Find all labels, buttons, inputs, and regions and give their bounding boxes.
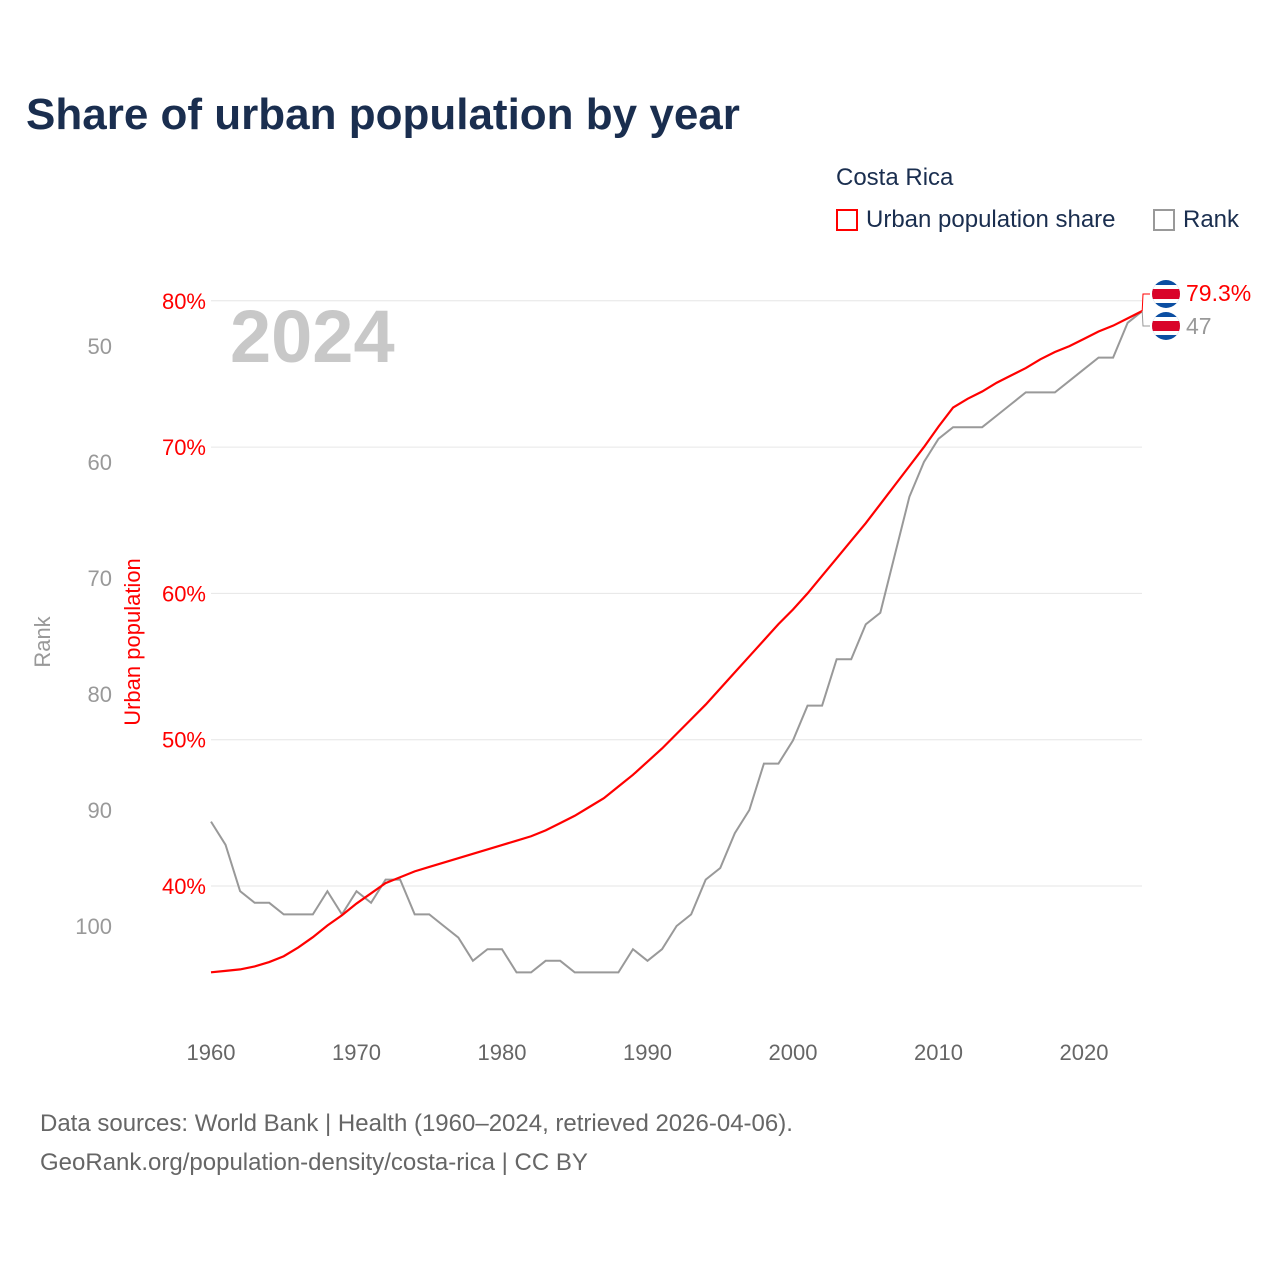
source-line-2[interactable]: GeoRank.org/population-density/costa-ric… [40,1149,588,1176]
legend-urban[interactable]: Urban population share [836,206,1116,234]
x-tick-label: 2020 [1060,1040,1109,1065]
legend-rank[interactable]: Rank [1153,206,1239,234]
rank-line [210,310,1143,974]
rank-flag-icon [1152,312,1180,340]
source-line-1: Data sources: World Bank | Health (1960–… [40,1110,793,1137]
legend-country: Costa Rica [836,164,954,191]
rank-axis-label: Rank [30,615,55,667]
rank-tick-label: 100 [75,914,112,939]
x-tick-label: 1990 [623,1040,672,1065]
rank-end-connector [1141,311,1150,327]
legend-urban-label: Urban population share [866,206,1116,233]
urban-line [210,310,1143,974]
rank-tick-label: 50 [88,334,112,359]
urban-tick-label: 50% [162,728,206,753]
chart-title: Share of urban population by year [26,90,740,139]
urban-axis-label: Urban population [120,558,145,726]
x-tick-label: 1960 [187,1040,236,1065]
urban-end-connector [1141,293,1150,312]
legend-rank-swatch [1153,209,1175,231]
rank-end-label: 47 [1186,313,1212,339]
urban-tick-label: 80% [162,289,206,314]
rank-tick-label: 60 [88,450,112,475]
x-tick-label: 2010 [914,1040,963,1065]
rank-tick-label: 80 [88,682,112,707]
urban-end-label: 79.3% [1186,280,1251,306]
urban-flag-icon [1152,280,1180,308]
rank-tick-label: 90 [88,798,112,823]
urban-tick-label: 40% [162,874,206,899]
urban-tick-label: 60% [162,581,206,606]
x-tick-label: 2000 [769,1040,818,1065]
legend-rank-label: Rank [1183,206,1240,233]
legend-urban-swatch [836,209,858,231]
rank-tick-label: 70 [88,566,112,591]
urban-tick-label: 70% [162,435,206,460]
year-watermark: 2024 [230,295,395,378]
x-tick-label: 1980 [478,1040,527,1065]
x-tick-label: 1970 [332,1040,381,1065]
